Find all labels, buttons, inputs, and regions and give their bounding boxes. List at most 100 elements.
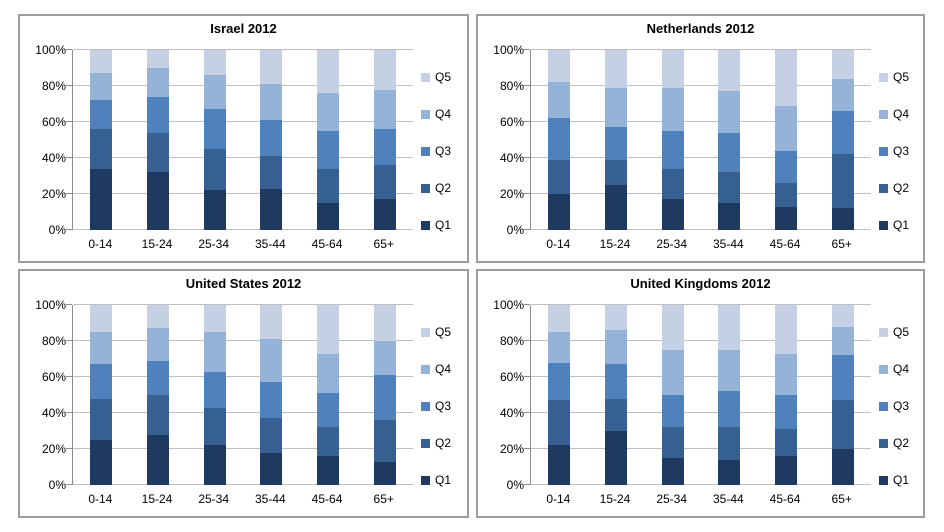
gridline [531, 85, 871, 86]
x-axis-label: 65+ [373, 492, 394, 506]
bar-segment-q2 [831, 400, 854, 449]
bar-segment-q5 [317, 305, 340, 354]
legend-swatch-q4 [421, 109, 430, 119]
legend-entry: Q5 [421, 325, 467, 339]
axis-tick [66, 193, 72, 194]
axis-tick [524, 121, 530, 122]
bar-segment-q5 [775, 50, 798, 106]
bar-segment-q2 [317, 427, 340, 457]
gridline [531, 157, 871, 158]
stacked-bar [203, 50, 226, 230]
y-axis-label: 60% [499, 370, 524, 384]
gridline [531, 448, 871, 449]
y-axis-label: 60% [41, 370, 66, 384]
bar-slot [300, 305, 357, 485]
legend: Q5 Q4 Q3 Q2 Q1 [421, 325, 467, 487]
bar-segment-q1 [548, 445, 571, 485]
axis-tick [66, 448, 72, 449]
x-axis-label: 15-24 [599, 492, 631, 506]
legend-entry: Q2 [421, 181, 467, 195]
bar-segment-q3 [203, 109, 226, 150]
legend-label: Q2 [893, 436, 910, 450]
gridline [531, 121, 871, 122]
bar-segment-q3 [605, 364, 627, 399]
bar-segment-q2 [373, 420, 396, 462]
legend-swatch-q1 [421, 220, 430, 230]
legend: Q5 Q4 Q3 Q2 Q1 [879, 325, 925, 487]
legend-swatch-q4 [421, 364, 430, 374]
legend-entry: Q4 [421, 107, 467, 121]
bar-segment-q2 [260, 156, 283, 189]
bar-segment-q3 [661, 131, 684, 169]
stacked-bar [605, 50, 627, 230]
bar-segment-q1 [147, 172, 169, 230]
bar-segment-q3 [260, 382, 283, 419]
stacked-bar [260, 50, 283, 230]
bar-segment-q2 [718, 427, 741, 460]
bar-segment-q2 [548, 400, 571, 446]
chart-netherlands: Netherlands 2012 0% 20% 40% 60% 80% 100% 0-14 15… [476, 14, 925, 263]
axis-tick [524, 229, 530, 230]
legend-swatch-q4 [879, 364, 888, 374]
x-axis-labels: 0-14 15-24 25-34 35-44 45-64 65+ [530, 236, 870, 252]
stacked-bar [260, 305, 283, 485]
bar-segment-q1 [831, 449, 854, 485]
gridline [531, 412, 871, 413]
bar-slot [701, 305, 758, 485]
bar-segment-q1 [203, 445, 226, 485]
bar-segment-q2 [203, 407, 226, 446]
x-axis-label: 65+ [831, 237, 852, 251]
bar-segment-q4 [605, 330, 627, 365]
gridline [531, 229, 871, 230]
y-axis-label: 20% [41, 187, 66, 201]
bar-segment-q2 [147, 395, 169, 435]
legend-label: Q5 [435, 70, 452, 84]
bar-segment-q1 [718, 203, 741, 230]
legend-label: Q1 [893, 473, 910, 487]
bar-segment-q1 [661, 458, 684, 485]
bar-segment-q2 [775, 183, 798, 207]
x-axis-label: 25-34 [198, 492, 230, 506]
y-axis-label: 100% [35, 43, 66, 57]
gridline [73, 484, 413, 485]
legend-entry: Q5 [421, 70, 467, 84]
y-axis-label: 40% [499, 151, 524, 165]
bar-segment-q3 [775, 395, 798, 430]
legend-swatch-q2 [879, 438, 888, 448]
bar-segment-q1 [317, 203, 340, 230]
x-axis-label: 35-44 [713, 237, 744, 251]
legend-label: Q1 [435, 473, 452, 487]
x-axis-label: 35-44 [255, 492, 286, 506]
legend-label: Q4 [435, 362, 452, 376]
stacked-bar [718, 305, 741, 485]
axis-tick [66, 340, 72, 341]
axis-tick [524, 304, 530, 305]
axis-tick [524, 448, 530, 449]
legend-swatch-q5 [421, 72, 430, 82]
axis-tick [524, 49, 530, 50]
bar-segment-q5 [317, 50, 340, 94]
y-axis-label: 0% [48, 478, 66, 492]
stacked-bar [605, 305, 627, 485]
legend-swatch-q2 [879, 183, 888, 193]
bar-segment-q3 [775, 150, 798, 184]
bar-slot [588, 305, 645, 485]
stacked-bar [147, 305, 169, 485]
bar-segment-q1 [90, 168, 113, 230]
legend-label: Q3 [435, 144, 452, 158]
bar-segment-q4 [373, 89, 396, 130]
bar-segment-q4 [775, 353, 798, 396]
legend-swatch-q1 [421, 475, 430, 485]
axis-tick [66, 157, 72, 158]
stacked-bar [548, 50, 571, 230]
bar-segment-q4 [203, 332, 226, 372]
bar-slot [644, 305, 701, 485]
bar-segment-q2 [90, 398, 113, 440]
bar-segment-q4 [147, 328, 169, 361]
x-axis-label: 45-64 [311, 237, 343, 251]
axis-tick [66, 484, 72, 485]
bar-slot [356, 50, 413, 230]
stacked-bar [831, 50, 854, 230]
gridline [73, 193, 413, 194]
gridline [73, 85, 413, 86]
